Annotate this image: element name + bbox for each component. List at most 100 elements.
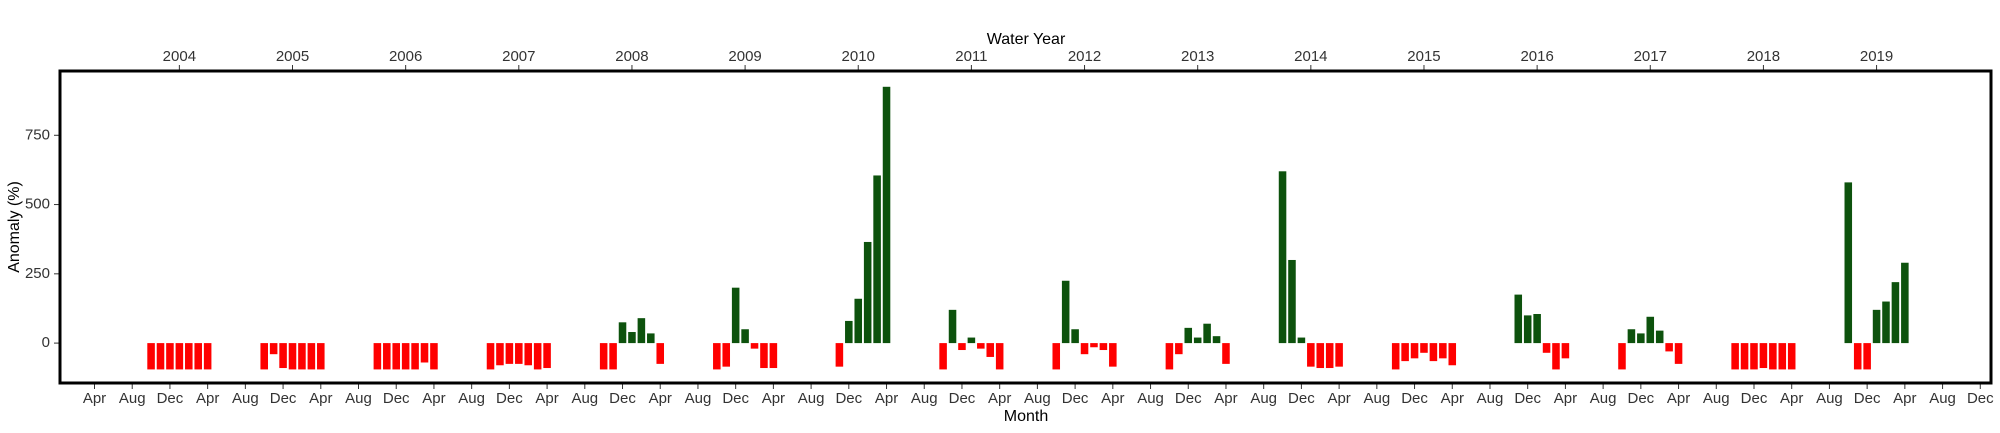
x-tick-label: Apr — [1441, 390, 1464, 407]
bar — [307, 343, 316, 370]
x-tick-label: Aug — [232, 390, 259, 407]
x-tick-label: Dec — [270, 390, 297, 407]
bar — [1533, 314, 1541, 344]
bar — [1637, 333, 1645, 344]
bar — [618, 322, 627, 344]
x-tick-label: Aug — [119, 390, 146, 407]
bar — [958, 343, 966, 351]
x-tick-label: Dec — [157, 390, 184, 407]
x-tick-label: Dec — [1741, 390, 1768, 407]
x2-tick-label: 2008 — [615, 48, 648, 65]
bar — [1203, 323, 1211, 344]
bar — [722, 343, 731, 367]
bar — [713, 343, 721, 370]
x2-tick-label: 2013 — [1181, 48, 1214, 65]
x2-tick-label: 2005 — [276, 48, 309, 65]
x-tick-label: Aug — [1929, 390, 1956, 407]
x-tick-label: Dec — [835, 390, 862, 407]
x-tick-label: Aug — [1137, 390, 1164, 407]
bar — [203, 343, 212, 370]
x2-tick-label: 2007 — [502, 48, 535, 65]
x2-tick-label: 2012 — [1068, 48, 1101, 65]
bar — [1429, 343, 1438, 362]
plot-border — [58, 69, 1993, 385]
x-axis-title: Month — [1004, 408, 1048, 425]
bar — [1090, 343, 1098, 348]
bar — [741, 329, 749, 344]
bar — [392, 343, 400, 370]
x-tick-label: Apr — [422, 390, 445, 407]
bar — [505, 343, 514, 364]
bar — [1109, 343, 1117, 367]
bar — [401, 343, 410, 370]
x2-tick-label: 2019 — [1860, 48, 1893, 65]
x-tick-label: Apr — [1667, 390, 1690, 407]
bar — [967, 337, 976, 344]
bar — [1061, 280, 1070, 344]
bar — [599, 343, 608, 370]
bar — [1071, 329, 1079, 344]
x-tick-label: Apr — [1554, 390, 1577, 407]
x-tick-label: Apr — [875, 390, 898, 407]
bar — [1740, 343, 1749, 370]
bar — [1175, 343, 1183, 355]
x-tick-label: Dec — [1628, 390, 1655, 407]
bar — [430, 343, 438, 370]
y-tick-label: 750 — [25, 126, 50, 143]
bar — [543, 343, 551, 369]
bar — [1787, 343, 1796, 370]
bar — [279, 343, 287, 369]
bar — [156, 343, 165, 370]
bar — [383, 343, 391, 370]
bar — [1184, 327, 1193, 344]
x-tick-label: Aug — [798, 390, 825, 407]
bar — [1853, 343, 1862, 370]
bar — [1391, 343, 1400, 370]
bar — [1288, 259, 1296, 344]
x-tick-label: Dec — [1514, 390, 1541, 407]
x-tick-label: Apr — [535, 390, 558, 407]
bar — [185, 343, 193, 370]
bar — [948, 309, 957, 344]
x-tick-label: Apr — [762, 390, 785, 407]
bar — [863, 241, 872, 344]
x2-axis-title: Water Year — [987, 31, 1066, 48]
x2-tick-label: 2014 — [1294, 48, 1327, 65]
bar — [1222, 343, 1230, 364]
x-tick-label: Dec — [1175, 390, 1202, 407]
bar — [835, 343, 844, 367]
x-tick-label: Dec — [496, 390, 523, 407]
bar — [1052, 343, 1061, 370]
bar — [939, 343, 947, 370]
bar — [1099, 343, 1108, 351]
x-tick-label: Aug — [1250, 390, 1277, 407]
x-tick-label: Aug — [458, 390, 485, 407]
bar — [420, 343, 429, 363]
bar — [1655, 330, 1664, 344]
x2-tick-label: 2017 — [1634, 48, 1667, 65]
x-tick-label: Aug — [345, 390, 372, 407]
bar — [373, 343, 382, 370]
bar — [1307, 343, 1315, 367]
bar — [1844, 182, 1853, 344]
bar — [260, 343, 268, 370]
x-tick-label: Apr — [83, 390, 106, 407]
bar — [1325, 343, 1334, 369]
bar — [1193, 337, 1202, 344]
bar — [1080, 343, 1089, 355]
x-tick-label: Dec — [1288, 390, 1315, 407]
bar — [288, 343, 297, 370]
bar — [1731, 343, 1739, 370]
bar — [1665, 343, 1673, 352]
x2-tick-label: 2010 — [842, 48, 875, 65]
x-tick-label: Dec — [1401, 390, 1428, 407]
bar — [298, 343, 306, 370]
x-tick-label: Aug — [571, 390, 598, 407]
bar — [845, 320, 853, 344]
bar — [656, 343, 665, 364]
bar — [1618, 343, 1626, 370]
x-tick-label: Dec — [1062, 390, 1089, 407]
bar — [986, 343, 995, 357]
bar — [1439, 343, 1447, 359]
